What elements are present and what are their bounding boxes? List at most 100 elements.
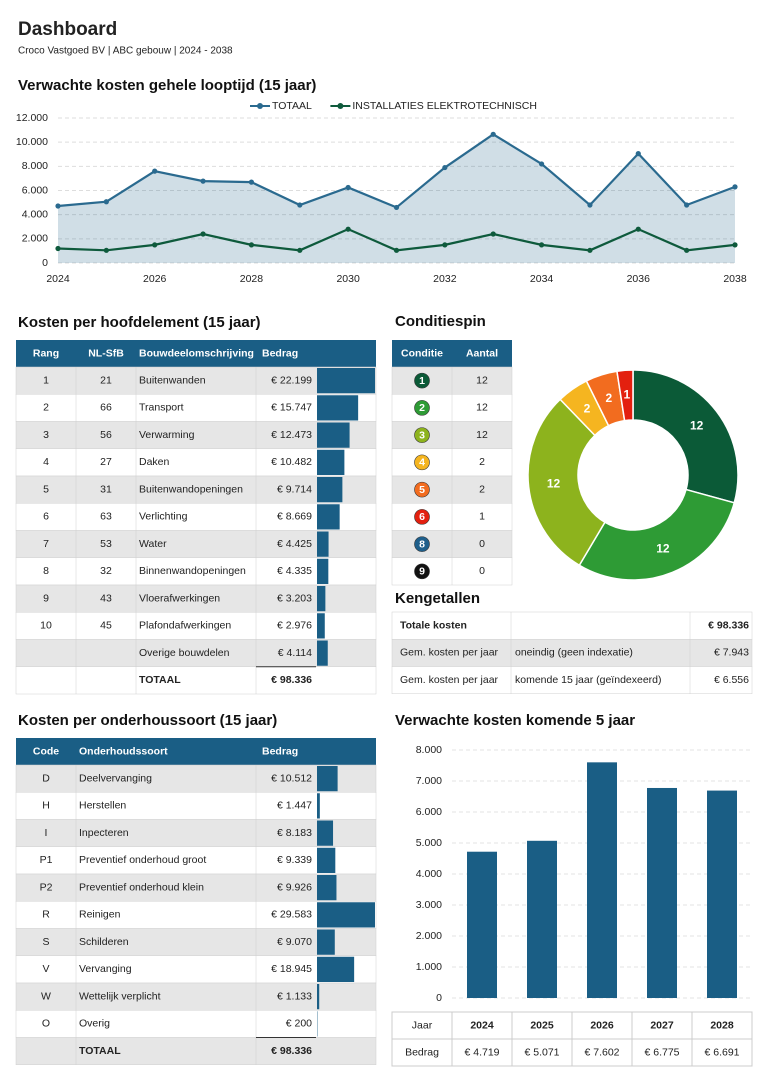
cell: P2 <box>40 881 53 893</box>
point <box>635 226 641 232</box>
column-header: NL-SfB <box>88 347 124 359</box>
point <box>732 184 738 190</box>
condition-badge <box>414 372 430 389</box>
point <box>490 231 496 237</box>
point <box>103 199 109 205</box>
amount-bar <box>317 422 350 448</box>
y-tick-label: 5.000 <box>416 837 442 849</box>
section-title: Kengetallen <box>395 590 480 607</box>
condition-number: 1 <box>419 375 425 387</box>
year-label: 2025 <box>530 1019 554 1031</box>
amount-label: € 18.945 <box>271 963 312 975</box>
condition-count: 1 <box>479 511 485 523</box>
page-subtitle: Croco Vastgoed BV | ABC gebouw | 2024 - … <box>18 46 233 57</box>
amount-label: € 2.976 <box>277 620 312 632</box>
amount-bar <box>317 613 325 639</box>
cell: € 98.336 <box>708 619 749 631</box>
cell: Preventief onderhoud klein <box>79 881 204 893</box>
amount-label: € 29.583 <box>271 909 312 921</box>
cell: 7 <box>43 538 49 550</box>
cell: D <box>42 772 50 784</box>
row-label: Jaar <box>412 1019 433 1031</box>
table-row <box>15 982 377 1011</box>
amount-label: € 3.203 <box>277 592 312 604</box>
point <box>248 179 255 185</box>
column-header: Rang <box>33 347 59 359</box>
condition-number: 9 <box>419 566 425 578</box>
cell: O <box>42 1018 50 1030</box>
amount-bar <box>317 875 337 901</box>
cell: Schilderen <box>79 936 129 948</box>
condition-count: 12 <box>476 429 488 441</box>
table-row <box>15 1010 377 1038</box>
amount-label: € 8.669 <box>277 511 312 523</box>
cell: Binnenwandopeningen <box>139 565 246 577</box>
table-header <box>16 738 376 765</box>
amount-label: € 15.747 <box>271 402 312 414</box>
point <box>684 202 690 208</box>
cell: 66 <box>100 402 112 414</box>
cell: Wettelijk verplicht <box>79 990 161 1002</box>
section-title: Kosten per hoofdelement (15 jaar) <box>18 314 261 331</box>
point <box>393 247 400 253</box>
value-label: € 7.602 <box>584 1046 619 1058</box>
point <box>393 204 400 211</box>
point <box>152 168 158 174</box>
x-tick-label: 2036 <box>627 273 651 285</box>
amount-bar <box>317 847 336 873</box>
cell: Inpecteren <box>79 827 129 839</box>
year-label: 2026 <box>590 1019 614 1031</box>
donut-label: 12 <box>656 541 670 555</box>
amount-bar <box>317 531 329 557</box>
cell: 27 <box>100 456 112 468</box>
cell: Reinigen <box>79 909 121 921</box>
donut-label: 2 <box>584 402 591 416</box>
y-tick-label: 3.000 <box>416 899 442 911</box>
point <box>200 231 206 237</box>
row-label: Bedrag <box>405 1046 439 1058</box>
x-tick-label: 2028 <box>240 273 264 285</box>
bar <box>587 762 617 998</box>
condition-count: 0 <box>479 538 485 550</box>
condition-badge <box>414 400 430 416</box>
amount-bar <box>317 395 359 421</box>
column-header: Bedrag <box>262 745 298 757</box>
cell: Gem. kosten per jaar <box>400 647 499 659</box>
amount-label: € 10.512 <box>271 772 312 784</box>
cell: Preventief onderhoud groot <box>79 854 206 866</box>
bar <box>707 790 737 998</box>
point <box>152 242 158 248</box>
y-tick-label: 2.000 <box>22 233 48 245</box>
cell: 4 <box>43 456 49 468</box>
column-header: Aantal <box>466 347 498 359</box>
cell: € 7.943 <box>714 647 749 659</box>
condition-badge <box>414 536 430 552</box>
donut-segment <box>616 369 634 422</box>
cell: 10 <box>40 620 52 632</box>
amount-bar <box>317 820 334 846</box>
y-tick-label: 10.000 <box>16 136 48 148</box>
point <box>345 184 351 191</box>
x-tick-label: 2032 <box>433 273 457 285</box>
point <box>538 242 545 248</box>
amount-label: € 12.473 <box>271 429 312 441</box>
cell: Gem. kosten per jaar <box>400 674 499 686</box>
cell: oneindig (geen indexatie) <box>515 647 633 659</box>
amount-label: € 9.339 <box>277 854 312 866</box>
point <box>55 245 61 252</box>
amount-bar <box>317 368 375 394</box>
point <box>538 161 545 167</box>
amount-bar <box>317 984 320 1010</box>
x-tick-label: 2038 <box>723 273 747 285</box>
cell: 45 <box>100 620 112 632</box>
amount-bar <box>317 929 335 955</box>
table-row <box>15 666 377 695</box>
cell: Totale kosten <box>400 619 467 631</box>
donut-segment <box>527 398 606 567</box>
condition-badge <box>414 481 430 498</box>
cell: 63 <box>100 511 112 523</box>
condition-number: 6 <box>419 511 425 523</box>
table-row <box>15 1037 377 1065</box>
cell: 2 <box>43 402 49 414</box>
